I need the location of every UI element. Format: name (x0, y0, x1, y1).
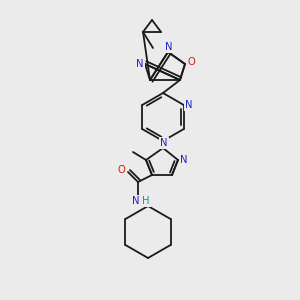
Text: N: N (132, 196, 140, 206)
Text: O: O (117, 165, 125, 175)
Text: H: H (142, 196, 150, 206)
Text: N: N (160, 138, 168, 148)
Text: N: N (165, 42, 173, 52)
Text: N: N (180, 155, 188, 165)
Text: O: O (187, 57, 195, 67)
Text: N: N (185, 100, 193, 110)
Text: N: N (136, 59, 144, 69)
